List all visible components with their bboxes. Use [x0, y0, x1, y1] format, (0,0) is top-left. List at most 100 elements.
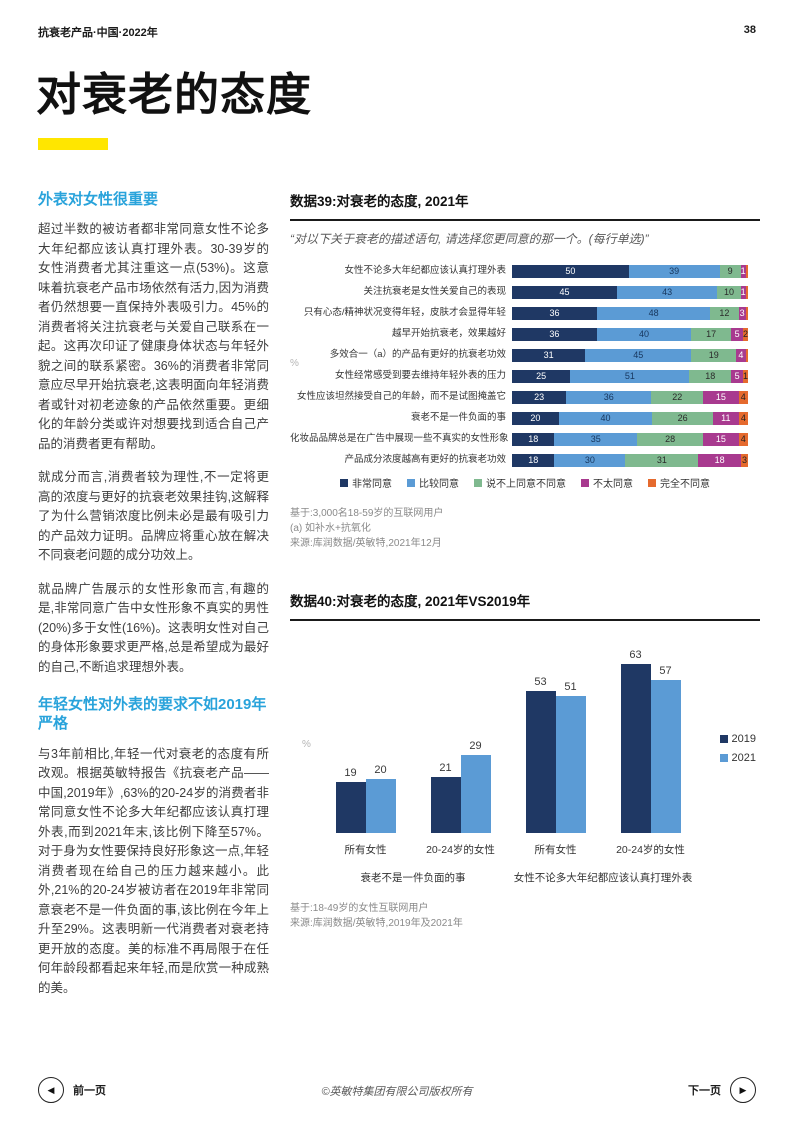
copyright-notice: ©英敏特集团有限公司版权所有: [321, 1086, 473, 1098]
bar-value-label: 20: [374, 764, 387, 776]
bar-segment: 40: [558, 412, 653, 425]
bar-segment: 25: [512, 370, 571, 383]
legend-item: 2019: [719, 733, 756, 745]
bar-segment: [745, 349, 748, 362]
bar-segment: 20: [512, 412, 559, 425]
row-label: 多效合一（a）的产品有更好的抗衰老功效: [329, 349, 506, 361]
stacked-bar-rows: 女性不论多大年纪都应该认真打理外表 50 39 9 1 关注抗衰老是女性关爱自己的表现 45…: [290, 265, 760, 467]
legend-swatch: [719, 754, 728, 762]
bar: [555, 696, 586, 833]
section-heading-young-women: 年轻女性对外表的要求不如2019年严格: [38, 696, 267, 733]
bar-segment: 36: [566, 391, 652, 404]
bar-segment: 40: [596, 328, 692, 341]
bar-segment: 12: [710, 307, 739, 320]
stacked-bar: 23 36 22 15 4: [512, 391, 748, 404]
bar-segment: 45: [512, 286, 617, 299]
bar-segment: 3: [738, 307, 746, 320]
bar-segment: 4: [738, 391, 748, 404]
stacked-bar-row: 女性应该坦然接受自己的年龄，而不是试图掩盖它 23 36 22 15 4: [290, 391, 760, 404]
stacked-bar-row: 多效合一（a）的产品有更好的抗衰老功效 31 45 19 4: [290, 349, 760, 362]
footnote-line: 来源:库润数据/英敏特,2021年12月: [290, 538, 442, 549]
left-text-column: 外表对女性很重要 超过半数的被访者都非常同意女性不论多大年纪都应该认真打理外表。…: [38, 190, 269, 1012]
bar-segment: 3: [740, 454, 748, 467]
bar-segment: [745, 307, 748, 320]
next-page-label: 下一页: [688, 1085, 721, 1097]
bar-segment: 1: [742, 370, 748, 383]
x-group-label: 衰老不是一件负面的事: [360, 872, 466, 884]
bar: [525, 691, 556, 833]
stacked-bar: 20 40 26 11 4: [512, 412, 748, 425]
legend-item: 非常同意: [340, 475, 392, 490]
bar-segment: 39: [628, 265, 720, 278]
row-label: 越早开始抗衰老，效果越好: [391, 328, 506, 340]
bar: [430, 777, 461, 833]
row-label: 女性经常感受到要去维持年轻外表的压力: [334, 370, 506, 382]
bar-value-label: 53: [534, 676, 547, 688]
report-title: 抗衰老产品·中国·2022年: [38, 27, 158, 39]
bar-segment: [745, 286, 748, 299]
bar-column: 29: [460, 740, 491, 833]
stacked-bar: 18 30 31 18 3: [512, 454, 748, 467]
x-category-label: 20-24岁的女性: [426, 844, 495, 856]
stacked-bar-row: 衰老不是一件负面的事 20 40 26 11 4: [290, 412, 760, 425]
title-highlight-bar: [38, 138, 108, 150]
bar-segment: 28: [637, 433, 704, 446]
bar-segment: 30: [554, 454, 626, 467]
y-axis-unit-label: %: [302, 738, 311, 750]
figure-39-legend: 非常同意 比较同意 说不上同意不同意 不太同意 完全不同意: [290, 475, 760, 490]
bar-segment: 51: [570, 370, 690, 383]
row-label: 关注抗衰老是女性关爱自己的表现: [363, 286, 506, 298]
stacked-bar: 50 39 9 1: [512, 265, 748, 278]
legend-label: 2021: [731, 752, 756, 764]
bar-segment: 11: [712, 412, 739, 425]
bar-segment: 15: [703, 391, 739, 404]
divider-rule: [290, 219, 760, 221]
bar-group: 21 29: [413, 649, 508, 833]
page-header: 抗衰老产品·中国·2022年 38: [38, 24, 756, 40]
footnote-line: 来源:库润数据/英敏特,2019年及2021年: [290, 918, 463, 929]
bar-segment: 31: [625, 454, 699, 467]
stacked-bar-row: 产品成分浓度越高有更好的抗衰老功效 18 30 31 18 3: [290, 454, 760, 467]
footnote-line: 基于:18-49岁的女性互联网用户: [290, 903, 429, 914]
legend-label: 说不上同意不同意: [486, 479, 566, 490]
bar-segment: 48: [596, 307, 711, 320]
body-paragraph: 与3年前相比,年轻一代对衰老的态度有所改观。根据英敏特报告《抗衰老产品——中国,…: [38, 746, 269, 995]
next-page-arrow-icon[interactable]: ▶: [730, 1077, 756, 1103]
bar-segment: 4: [738, 433, 748, 446]
figure-40-legend: 2019 2021: [719, 733, 756, 764]
bar-group: 19 20: [318, 649, 413, 833]
figure-40-footnotes: 基于:18-49岁的女性互联网用户来源:库润数据/英敏特,2019年及2021年: [290, 901, 760, 931]
legend-label: 非常同意: [352, 479, 392, 490]
stacked-bar: 36 40 17 5 2: [512, 328, 748, 341]
row-label: 产品成分浓度越高有更好的抗衰老功效: [344, 454, 506, 466]
bar-column: 21: [430, 762, 461, 833]
previous-page-arrow-icon[interactable]: ◀: [38, 1077, 64, 1103]
stacked-bar-row: 越早开始抗衰老，效果越好 36 40 17 5 2: [290, 328, 760, 341]
bar-segment: 1: [740, 286, 746, 299]
bar-segment: 31: [512, 349, 586, 362]
previous-page-button[interactable]: ◀ 前一页: [38, 1077, 106, 1103]
legend-item: 比较同意: [407, 475, 459, 490]
bar-segment: 35: [554, 433, 638, 446]
legend-item: 不太同意: [581, 475, 633, 490]
stacked-bar-row: 女性不论多大年纪都应该认真打理外表 50 39 9 1: [290, 265, 760, 278]
figure-39-footnotes: 基于:3,000名18-59岁的互联网用户 (a) 如补水+抗氧化 来源:库润数据/…: [290, 506, 760, 551]
bar-segment: 4: [738, 412, 748, 425]
footnote-line: (a) 如补水+抗氧化: [290, 523, 371, 534]
bar-column: 19: [335, 767, 366, 833]
legend-label: 比较同意: [419, 479, 459, 490]
bar-segment: 18: [689, 370, 732, 383]
bar-value-label: 29: [469, 740, 482, 752]
bar-column: 51: [555, 681, 586, 833]
bar-segment: 26: [652, 412, 713, 425]
grouped-bar-chart: % 19 20 21 29 53 51 63 57 2019 2021: [290, 637, 760, 833]
bar-segment: 2: [742, 328, 748, 341]
next-page-button[interactable]: 下一页 ▶: [688, 1077, 756, 1103]
bar-segment: 43: [617, 286, 718, 299]
x-axis-category-labels: 所有女性 20-24岁的女性 所有女性 20-24岁的女性: [318, 842, 698, 857]
bar-column: 53: [525, 676, 556, 833]
stacked-bar-row: 女性经常感受到要去维持年轻外表的压力 25 51 18 5 1: [290, 370, 760, 383]
grouped-bar-plot: 19 20 21 29 53 51 63 57: [318, 649, 698, 833]
stacked-bar-row: 只有心态/精神状况变得年轻，皮肤才会显得年轻 36 48 12 3: [290, 307, 760, 320]
bar: [365, 779, 396, 833]
